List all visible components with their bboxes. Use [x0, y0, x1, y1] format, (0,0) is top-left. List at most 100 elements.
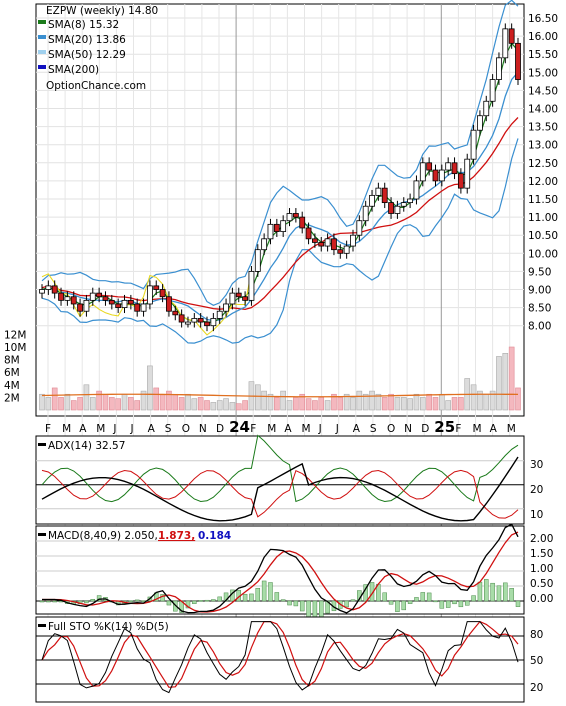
- candle-body: [51, 285, 58, 294]
- volume-bar: [70, 400, 77, 411]
- price-tick-label: 13.00: [528, 140, 558, 152]
- candle-body: [108, 299, 115, 305]
- macd-histogram-bar: [217, 596, 222, 602]
- sma20-line: [41, 71, 519, 322]
- volume-bar: [128, 397, 134, 411]
- x-tick-label: O: [387, 423, 395, 435]
- sma8-line: [41, 42, 519, 323]
- price-tick-label: 14.50: [528, 85, 558, 97]
- candle-body: [229, 292, 236, 305]
- volume-bar: [280, 390, 286, 411]
- sto-tick-50: 50: [530, 655, 543, 667]
- volume-bar: [439, 393, 445, 411]
- x-tick-label: J: [318, 423, 322, 435]
- volume-bar: [381, 397, 388, 411]
- candle-body: [407, 198, 414, 204]
- macd-histogram-bar: [484, 579, 489, 602]
- bollinger-lower: [41, 138, 519, 344]
- volume-bar: [400, 397, 407, 411]
- candle-body: [375, 187, 382, 196]
- candle-body: [134, 303, 141, 312]
- volume-bar: [343, 393, 350, 411]
- legend-sma50-swatch: [38, 50, 46, 54]
- macd-histogram-value: 0.184: [198, 530, 231, 542]
- macd-histogram-bar: [490, 582, 495, 602]
- sma50-line: [41, 117, 519, 311]
- candle-body: [102, 296, 109, 301]
- candle-body: [305, 227, 312, 240]
- plus-di-line: [41, 434, 519, 503]
- stochastic-title-swatch: [38, 624, 46, 627]
- volume-bar: [229, 402, 236, 411]
- volume-bar: [305, 398, 312, 411]
- macd-histogram-bar: [52, 600, 57, 603]
- volume-bar: [324, 400, 331, 411]
- x-tick-label: A: [79, 423, 87, 435]
- macd-histogram-bar: [509, 588, 514, 602]
- yellow-band-line: [41, 271, 252, 336]
- adx-lines: [36, 434, 524, 522]
- volume-bar: [445, 400, 451, 411]
- macd-histogram-bar: [198, 600, 203, 602]
- price-tick-label: 9.00: [528, 285, 551, 297]
- volume-bar: [45, 397, 52, 411]
- candle-body: [223, 303, 229, 312]
- volume-bar: [267, 393, 274, 411]
- price-panel-frame: [35, 3, 525, 417]
- candle-body: [515, 42, 521, 80]
- volume-bar: [121, 393, 128, 411]
- x-tick-label: M: [507, 423, 516, 435]
- volume-bar: [83, 384, 90, 411]
- volume-bar: [77, 397, 83, 411]
- candle-body: [273, 223, 280, 232]
- volume-tick-label: 10M: [4, 342, 26, 354]
- candle-body: [121, 299, 128, 308]
- candle-body: [242, 296, 248, 301]
- macd-histogram-bar: [255, 587, 261, 602]
- candle-body: [489, 79, 496, 102]
- legend-sma20-label: SMA(20) 13.86: [48, 34, 126, 46]
- macd-title-swatch: [38, 533, 46, 536]
- legend-sma8-swatch: [38, 20, 46, 24]
- candle-body: [331, 238, 337, 251]
- price-tick-label: 10.00: [528, 248, 558, 260]
- macd-tick-200: 2.00: [530, 533, 553, 545]
- candle-body: [426, 162, 433, 171]
- macd-histogram-bar: [287, 600, 292, 606]
- macd-value: 2.050,: [124, 530, 157, 542]
- candle-body: [394, 205, 401, 214]
- candle-body: [350, 234, 356, 247]
- x-tick-label: J: [130, 423, 134, 435]
- macd-histogram-bar: [426, 592, 432, 602]
- macd-histogram-bar: [46, 600, 51, 603]
- volume-bar: [318, 397, 325, 411]
- stochastic-lines: [36, 620, 524, 694]
- x-tick-label: 24: [229, 418, 250, 436]
- price-axis: 16.50 16.00 15.50 15.00 14.50 14.00 13.50 13.00…: [528, 13, 558, 333]
- volume-bar: [172, 393, 179, 411]
- volume-bar: [274, 397, 280, 411]
- macd-label: MACD(8,40,9): [48, 530, 124, 542]
- candle-body: [159, 289, 166, 298]
- x-tick-label: F: [250, 423, 256, 435]
- macd-histogram-bar: [306, 600, 311, 619]
- volume-bar: [502, 352, 509, 411]
- candle-body: [280, 220, 287, 232]
- volume-bar: [254, 384, 261, 411]
- macd-histogram-bar: [166, 600, 172, 606]
- macd-histogram-bar: [344, 600, 349, 608]
- candle-body: [197, 318, 204, 323]
- candle-body: [419, 162, 426, 182]
- volume-tick-label: 6M: [4, 367, 20, 379]
- moving-averages: [41, 42, 519, 336]
- volume-tick-label: 12M: [4, 329, 26, 341]
- macd-tick-100: 1.00: [530, 563, 553, 575]
- candle-body: [343, 245, 350, 254]
- candle-body: [470, 129, 477, 160]
- volume-bar: [356, 390, 363, 411]
- candle-body: [432, 169, 439, 182]
- candle-body: [464, 158, 471, 189]
- macd-histogram-bar: [350, 599, 356, 602]
- sto-k-line: [41, 621, 519, 694]
- volume-bar: [159, 393, 166, 411]
